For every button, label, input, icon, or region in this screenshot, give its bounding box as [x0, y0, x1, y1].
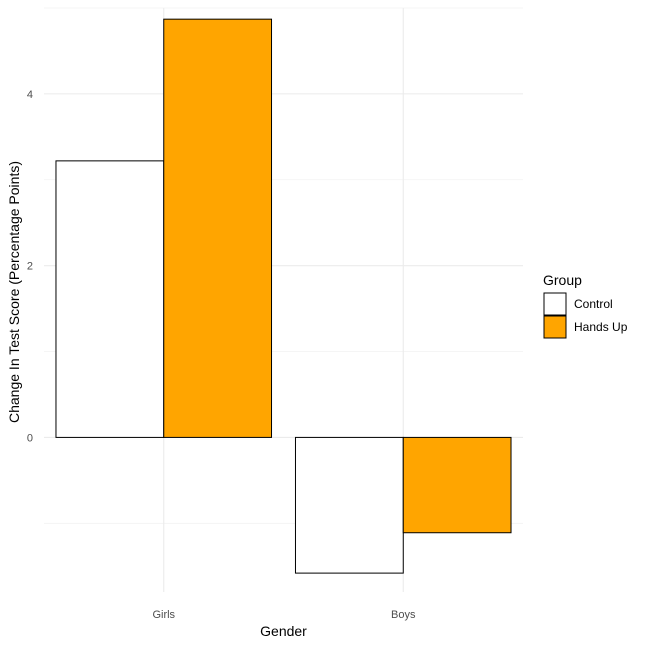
- x-tick-label: Boys: [391, 609, 416, 621]
- bar-boys-control: [294, 436, 404, 574]
- bars: [55, 18, 512, 574]
- legend-key-hands-up: [543, 315, 567, 339]
- y-tick-label: 2: [27, 261, 33, 273]
- legend-label: Control: [574, 297, 613, 311]
- legend-label: Hands Up: [574, 320, 628, 334]
- y-tick-label: 4: [27, 89, 33, 101]
- x-axis-title: Gender: [260, 623, 307, 639]
- legend-title: Group: [543, 272, 582, 288]
- y-axis-title: Change In Test Score (Percentage Points): [6, 161, 22, 423]
- x-tick-labels: Girls Boys: [152, 609, 416, 621]
- bar-girls-hands-up: [163, 18, 273, 438]
- bar-boys-hands-up: [402, 436, 512, 534]
- y-tick-label: 0: [27, 432, 33, 444]
- legend: Group Control Hands Up: [543, 272, 628, 339]
- x-tick-label: Girls: [152, 609, 175, 621]
- bar-girls-control: [55, 160, 165, 438]
- legend-key-control: [543, 292, 567, 316]
- y-tick-labels: 0 2 4: [27, 89, 33, 445]
